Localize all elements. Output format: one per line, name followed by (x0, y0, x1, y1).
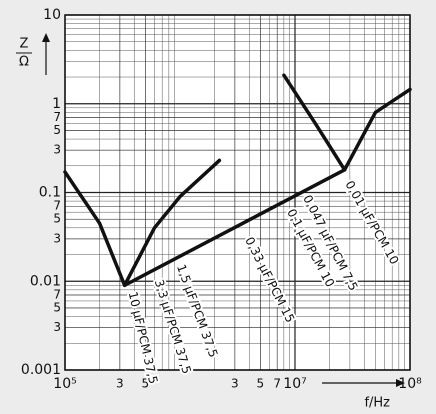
plot-frame (64, 14, 411, 371)
y-tick-label: 7 (53, 287, 61, 301)
y-tick-label: 10 (43, 7, 61, 23)
y-tick-label: 7 (53, 110, 61, 124)
x-tick-label: 3 (116, 377, 124, 391)
grid (64, 14, 411, 371)
x-tick-label: 10⁷ (283, 376, 306, 392)
y-label-denominator: Ω (19, 55, 29, 70)
y-tick-label: 1 (52, 96, 61, 112)
curve (282, 73, 412, 172)
y-tick-label: 0.001 (21, 362, 61, 378)
y-tick-label: 7 (53, 199, 61, 213)
y-tick-label: 3 (53, 143, 61, 157)
x-tick-label: 10⁸ (398, 376, 422, 392)
y-tick-label: 5 (53, 300, 61, 314)
x-tick-label: 5 (257, 377, 265, 391)
y-tick-label: 0.01 (30, 273, 61, 289)
y-arrow-head (42, 33, 50, 42)
marks (63, 73, 412, 288)
x-tick-label: 7 (273, 377, 281, 391)
y-tick-label: 5 (53, 212, 61, 226)
x-tick-label: 5 (142, 377, 150, 391)
curve (63, 158, 222, 288)
y-label-numerator: Z (20, 37, 29, 52)
x-tick-label: 3 (231, 377, 239, 391)
x-label: f/Hz (364, 396, 390, 411)
curve (122, 168, 347, 288)
y-tick-label: 5 (53, 123, 61, 137)
x-tick-label: 10⁵ (53, 376, 76, 392)
x-arrow-head (396, 379, 405, 387)
y-tick-label: 3 (53, 231, 61, 245)
y-tick-label: 3 (53, 320, 61, 334)
y-tick-label: 0.1 (39, 185, 61, 201)
